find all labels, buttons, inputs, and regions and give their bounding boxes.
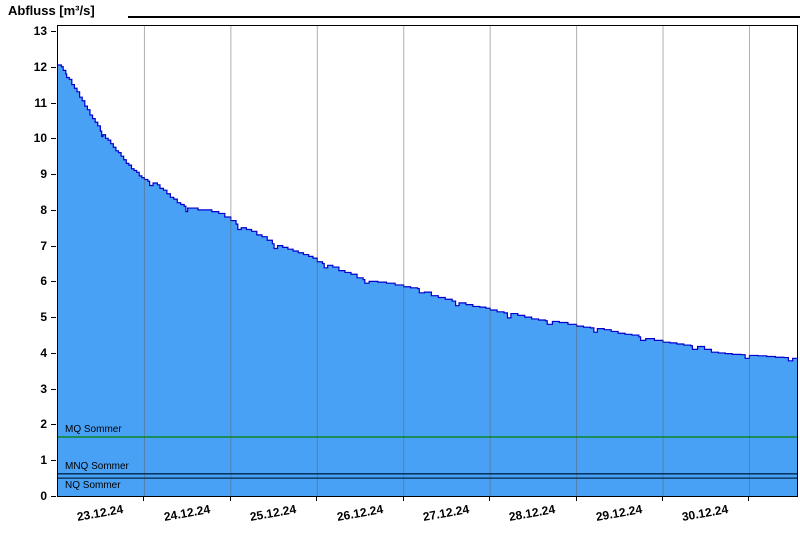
x-tick	[143, 497, 145, 501]
x-tick-label: 27.12.24	[421, 502, 471, 524]
y-tick	[51, 66, 56, 68]
x-tick	[489, 497, 491, 501]
header-rule	[128, 16, 800, 18]
x-tick	[575, 497, 577, 501]
reference-line-label: MNQ Sommer	[65, 460, 129, 472]
y-tick	[51, 281, 56, 283]
y-tick	[51, 388, 56, 390]
y-tick-label: 11	[34, 95, 47, 110]
y-tick-label: 3	[40, 381, 47, 396]
x-tick	[748, 497, 750, 501]
y-tick-label: 9	[40, 167, 47, 182]
x-tick	[662, 497, 664, 501]
x-tick-label: 29.12.24	[594, 502, 644, 524]
x-tick-label: 23.12.24	[75, 502, 125, 524]
y-tick-label: 8	[40, 202, 47, 217]
y-axis: 0 1 2 3 4 5 6 7 8 9 10 11 12 13	[0, 24, 57, 502]
x-tick-label: 26.12.24	[335, 502, 384, 524]
x-tick-label: 28.12.24	[508, 502, 557, 524]
y-tick	[51, 460, 56, 462]
y-tick-label: 6	[40, 274, 47, 289]
discharge-area	[58, 64, 797, 496]
x-tick	[229, 497, 231, 501]
x-tick	[402, 497, 404, 501]
discharge-line	[58, 64, 797, 362]
y-tick-label: 10	[33, 131, 47, 146]
y-tick	[51, 31, 56, 32]
y-tick	[51, 174, 56, 176]
reference-line-label: MQ Sommer	[65, 423, 122, 435]
chart-svg	[58, 26, 797, 496]
x-tick-label: 30.12.24	[680, 502, 730, 524]
y-tick	[51, 245, 56, 247]
y-tick-label: 5	[40, 310, 47, 325]
x-axis: 23.12.24 24.12.24 25.12.24 26.12.24 27.12.24…	[57, 497, 800, 550]
y-tick-label: 7	[40, 238, 47, 253]
reference-line-label: NQ Sommer	[65, 480, 121, 492]
y-tick-label: 13	[33, 24, 47, 38]
x-tick	[316, 497, 318, 501]
y-tick	[51, 138, 56, 140]
plot-area: MQ Sommer MNQ Sommer NQ Sommer	[57, 25, 798, 497]
y-tick	[51, 424, 56, 426]
x-tick-label: 25.12.24	[248, 502, 298, 524]
y-tick-label: 12	[33, 59, 47, 74]
y-tick-label: 2	[40, 417, 47, 432]
y-tick	[51, 102, 56, 104]
y-tick	[51, 209, 56, 211]
chart-title: Abfluss [m³/s]	[8, 3, 95, 18]
x-tick-label: 24.12.24	[162, 502, 211, 524]
y-tick	[51, 496, 56, 497]
y-tick	[51, 352, 56, 354]
y-tick-label: 4	[40, 345, 47, 360]
y-tick-label: 1	[40, 453, 47, 468]
y-tick-label: 0	[40, 489, 47, 503]
y-tick	[51, 317, 56, 319]
